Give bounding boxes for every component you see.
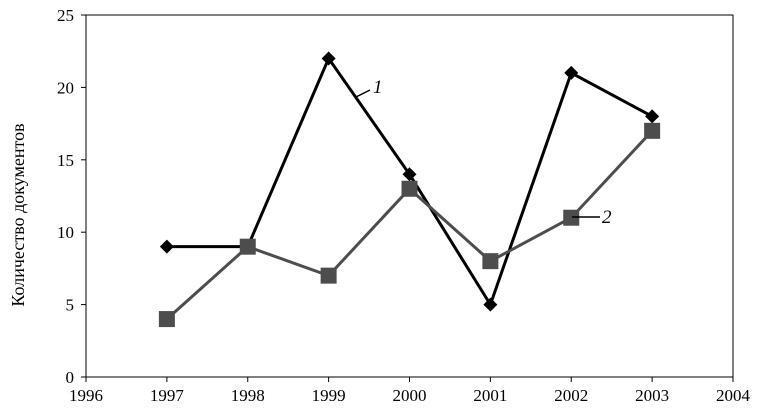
series-callouts: 12	[355, 77, 612, 228]
series-label-1: 1	[373, 77, 383, 98]
data-point-square	[644, 122, 661, 139]
callout-leader-1	[355, 89, 371, 98]
data-point-diamond	[483, 297, 498, 312]
x-tick-label: 1998	[231, 386, 265, 405]
data-point-square	[158, 311, 175, 328]
y-axis-title: Количество документов	[8, 123, 28, 306]
y-axis: 0 5 10 15 20 25	[57, 6, 86, 387]
y-tick-label: 10	[57, 223, 74, 242]
y-tick-label: 25	[57, 6, 74, 25]
x-tick-label: 1997	[150, 386, 185, 405]
y-tick-label: 0	[66, 368, 75, 387]
x-tick-label: 1996	[69, 386, 103, 405]
data-point-diamond	[159, 239, 174, 254]
x-tick-label: 2003	[635, 386, 669, 405]
series-layer	[158, 51, 661, 328]
y-tick-label: 15	[57, 151, 74, 170]
series-2	[158, 122, 661, 328]
data-point-diamond	[402, 167, 417, 182]
x-tick-label: 2000	[393, 386, 427, 405]
data-point-square	[563, 209, 580, 226]
x-tick-label: 2002	[554, 386, 588, 405]
x-tick-label: 1999	[312, 386, 346, 405]
y-tick-label: 20	[57, 78, 74, 97]
data-point-square	[401, 180, 418, 197]
x-tick-label: 2001	[473, 386, 507, 405]
x-tick-label: 2004	[716, 386, 751, 405]
data-point-diamond	[564, 65, 579, 80]
data-point-square	[482, 253, 499, 270]
data-point-square	[320, 267, 337, 284]
data-point-diamond	[321, 51, 336, 66]
data-point-diamond	[645, 109, 660, 124]
data-point-square	[239, 238, 256, 255]
x-axis: 1996 1997 1998 1999 2000 2001 2002 2003 2004	[69, 377, 751, 405]
y-tick-label: 5	[66, 296, 75, 315]
series-label-2: 2	[602, 207, 612, 228]
